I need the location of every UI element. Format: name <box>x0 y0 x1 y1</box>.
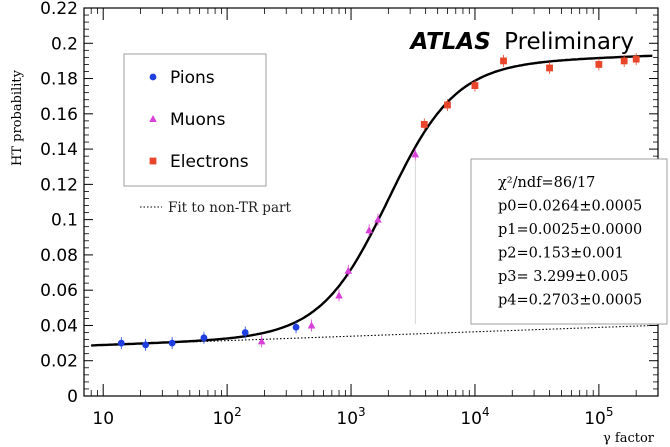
x-tick-label: 103 <box>336 405 365 429</box>
legend-marker-electrons <box>150 158 157 165</box>
electrons-point <box>421 121 428 128</box>
electrons-point <box>633 56 640 63</box>
electrons-point <box>444 102 451 109</box>
y-tick-label: 0.04 <box>40 316 78 336</box>
x-tick-label: 102 <box>212 405 241 429</box>
x-tick-label: 105 <box>584 405 613 429</box>
y-tick-label: 0.14 <box>40 140 78 160</box>
muons-point <box>365 226 373 233</box>
fit-param-line: p3= 3.299±0.005 <box>498 269 628 285</box>
x-tick-label: 104 <box>460 405 489 429</box>
electrons-point <box>546 65 553 72</box>
fit-param-line: p0=0.0264±0.0005 <box>498 199 642 215</box>
y-tick-label: 0.18 <box>40 70 78 90</box>
y-tick-label: 0.08 <box>40 246 78 266</box>
legend: Pions Muons Electrons <box>124 54 266 186</box>
pions-point <box>201 334 208 341</box>
y-tick-label: 0.2 <box>51 34 78 54</box>
y-tick-label: 0.02 <box>40 352 78 372</box>
dotted-legend-label: Fit to non-TR part <box>168 200 291 216</box>
y-tick-label: 0.1 <box>51 211 78 231</box>
electrons-point <box>595 61 602 68</box>
y-tick-label: 0.12 <box>40 175 78 195</box>
legend-label-muons: Muons <box>170 110 226 130</box>
fit-param-line: p1=0.0025±0.0000 <box>498 222 642 238</box>
legend-label-electrons: Electrons <box>170 152 249 172</box>
electrons-point <box>500 58 507 65</box>
pions-point <box>242 329 249 336</box>
fit-param-line: p4=0.2703±0.0005 <box>498 293 642 309</box>
y-tick-label: 0.06 <box>40 281 78 301</box>
fit-param-line: χ²/ndf=86/17 <box>498 175 595 191</box>
atlas-label: ATLAS Preliminary <box>408 29 634 55</box>
legend-marker-pions <box>150 74 157 81</box>
electrons-point <box>472 82 479 89</box>
y-tick-label: 0.22 <box>40 0 78 19</box>
muons-point <box>308 321 316 328</box>
y-axis-title: HT probability <box>10 69 25 166</box>
y-tick-label: 0 <box>67 387 78 407</box>
y-tick-label: 0.16 <box>40 105 78 125</box>
pions-point <box>118 340 125 347</box>
atlas-label-normal: Preliminary <box>504 29 634 55</box>
fit-parameters-box: χ²/ndf=86/17 p0=0.0264±0.0005 p1=0.0025±0.… <box>471 159 667 324</box>
fit-param-line: p2=0.153±0.001 <box>498 246 624 262</box>
x-tick-label: 10 <box>92 409 114 429</box>
pions-point <box>293 324 300 331</box>
pions-point <box>169 340 176 347</box>
pions-point <box>142 341 149 348</box>
electrons-point <box>621 58 628 65</box>
muons-point <box>258 337 266 344</box>
x-axis-title: γ factor <box>603 431 655 446</box>
atlas-label-bold: ATLAS <box>408 29 490 55</box>
muons-point <box>335 291 343 298</box>
legend-label-pions: Pions <box>170 68 215 88</box>
